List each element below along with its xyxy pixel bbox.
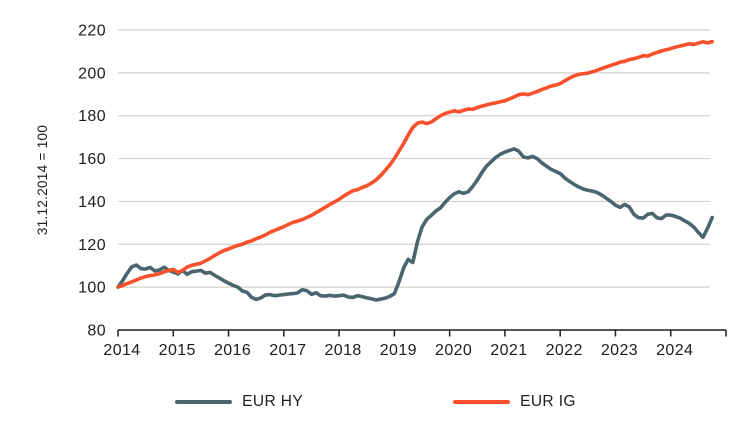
y-axis-labels: 80 100 120 140 160 180 200 220 — [78, 23, 106, 340]
series-line-eur-ig — [116, 39, 715, 289]
chart-legend: EUR HY EUR IG — [0, 393, 751, 411]
x-tick-label-2016: 2016 — [214, 342, 251, 359]
x-tick-label-2024: 2024 — [656, 342, 693, 359]
legend-item-eur-hy: EUR HY — [175, 393, 303, 411]
y-tick-label-80: 80 — [87, 323, 106, 340]
y-tick-label-120: 120 — [78, 237, 106, 254]
x-tick-label-2019: 2019 — [380, 342, 417, 359]
series-line-eur-hy — [116, 147, 715, 302]
y-tick-label-100: 100 — [78, 280, 106, 297]
x-tick-label-2020: 2020 — [435, 342, 472, 359]
x-tick-label-2014: 2014 — [103, 342, 140, 359]
x-axis: 2014 2015 2016 2017 2018 2019 2020 2021 2022 2023… — [103, 329, 727, 359]
y-tick-label-200: 200 — [78, 65, 106, 82]
series-lines — [116, 39, 715, 302]
y-tick-label-160: 160 — [78, 151, 106, 168]
line-chart-canvas: 31.12.2014 = 100 80 100 120 140 160 180 200 220… — [35, 23, 727, 359]
gridlines — [118, 29, 710, 288]
eur-ig-line-swatch — [453, 400, 511, 404]
y-tick-label-140: 140 — [78, 194, 106, 211]
x-tick-label-2021: 2021 — [490, 342, 527, 359]
eur-hy-line-swatch — [175, 400, 233, 404]
x-tick-label-2023: 2023 — [601, 342, 638, 359]
y-tick-label-180: 180 — [78, 108, 106, 125]
y-axis-title: 31.12.2014 = 100 — [35, 125, 50, 235]
legend-item-eur-ig: EUR IG — [453, 393, 576, 411]
legend-label-eur-ig: EUR IG — [520, 393, 576, 410]
legend-label-eur-hy: EUR HY — [242, 393, 304, 410]
y-tick-label-220: 220 — [78, 23, 106, 40]
x-tick-label-2017: 2017 — [269, 342, 306, 359]
x-tick-label-2015: 2015 — [159, 342, 196, 359]
x-tick-label-2018: 2018 — [324, 342, 361, 359]
x-tick-label-2022: 2022 — [546, 342, 583, 359]
